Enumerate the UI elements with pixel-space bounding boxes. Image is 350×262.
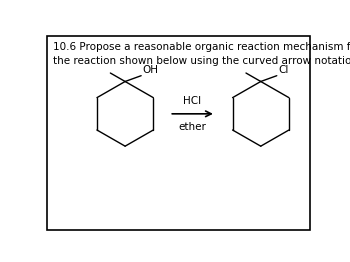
- Text: HCl: HCl: [183, 96, 202, 106]
- Text: 10.6 Propose a reasonable organic reaction mechanism for
the reaction shown belo: 10.6 Propose a reasonable organic reacti…: [53, 42, 350, 66]
- Text: ether: ether: [178, 122, 206, 132]
- Text: OH: OH: [143, 65, 159, 75]
- Text: Cl: Cl: [278, 65, 289, 75]
